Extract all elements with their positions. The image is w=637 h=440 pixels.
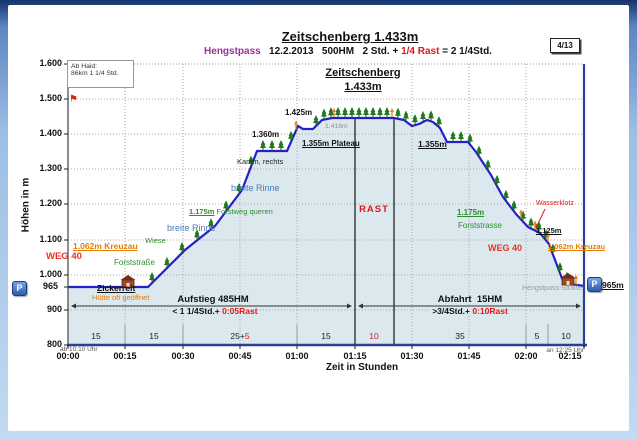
x-tick-label-0: 00:00 [56, 351, 80, 361]
page-title: Zeitschenberg 1.433m [281, 29, 419, 44]
huette-label: Hütte oft geöffnet [92, 293, 150, 302]
parking-icon-right: P [587, 277, 602, 292]
p1416-label: 1.416m [325, 123, 348, 130]
segment-4: 15 [321, 331, 331, 341]
y-tick-label-5: 1.100 [39, 234, 62, 244]
page-number-badge: 4/13 [550, 38, 580, 53]
segment-6: 35 [455, 331, 465, 341]
p1425-label: 1.425m [285, 108, 313, 117]
segment-2: 15 [149, 331, 159, 341]
segment-3: 25+5 [230, 331, 250, 341]
hengstpass-strasse-label: Hengstpass-Straße [522, 285, 583, 292]
forststrasse-right-label: Forststrasse [458, 221, 503, 230]
forststrasse-left-label: Forststraße [114, 258, 155, 267]
p1175-right-label: 1.175m [457, 208, 485, 217]
aufstieg-sub-label: < 1 1/4Std.+ 0:05Rast [170, 306, 260, 317]
weg40-right-label: WEG 40 [488, 243, 523, 253]
inplot-peak-name: Zeitschenberg [325, 67, 401, 79]
red-flag-icon: ⚑ [69, 94, 78, 105]
parking-icon-left: P [12, 281, 27, 296]
segment-5: 10 [369, 331, 379, 341]
segment-8: 10 [561, 331, 571, 341]
y-axis-title: Höhen in m [20, 177, 32, 233]
breite-rinne-upper-label: breite Rinne [231, 183, 280, 193]
x-tick-label-9: 02:15 [558, 351, 582, 361]
kamm-rechts-label: Kamm, rechts [237, 157, 284, 166]
weg40-left-label: WEG 40 [46, 251, 82, 262]
p1355-right-label: 1.355m [418, 139, 447, 149]
rast-label: RAST [359, 204, 389, 215]
subtitle-part-1: 12.2.2013 500HM 2 Std. + [260, 46, 402, 57]
y-tick-label-6: 1.000 [39, 269, 62, 279]
segment-1: 15 [91, 331, 101, 341]
zickerreit-label: Zickerreit [97, 283, 136, 293]
p1125-label: 1.125m [536, 226, 562, 235]
wiese-label: Wiese [145, 236, 166, 245]
y-965-label: 965 [42, 281, 58, 291]
abfahrt-label: Abfahrt 15HM [437, 294, 503, 305]
x-tick-label-7: 01:45 [457, 351, 481, 361]
y-tick-label-2: 1.400 [39, 128, 62, 138]
x-tick-label-5: 01:15 [343, 351, 367, 361]
breite-rinne-lower-label: breite Rinne [167, 223, 216, 233]
y-tick-label-8: 800 [46, 339, 62, 349]
p1360-label: 1.360m [252, 130, 280, 139]
inplot-peak-elev: 1.433m [344, 81, 382, 93]
y-tick-label-0: 1.600 [39, 58, 62, 68]
ab-haid-note: Ab Haid: 86km 1 1/4 Std. [67, 60, 134, 88]
segment-7: 5 [534, 331, 540, 341]
y-tick-label-3: 1.300 [39, 163, 62, 173]
x-tick-label-4: 01:00 [285, 351, 309, 361]
depart-time-label: ab 10:10 Uhr [60, 346, 98, 353]
y-tick-label-1: 1.500 [39, 93, 62, 103]
x-tick-label-3: 00:45 [228, 351, 252, 361]
y-tick-label-7: 900 [46, 304, 62, 314]
x-tick-label-8: 02:00 [514, 351, 538, 361]
y-tick-label-4: 1.200 [39, 198, 62, 208]
abfahrt-sub-label: >3/4Std.+ 0:10Rast [430, 306, 510, 317]
aufstieg-label: Aufstieg 485HM [177, 294, 249, 305]
subtitle-part-3: = 2 1/4Std. [439, 46, 492, 57]
x-tick-label-1: 00:15 [113, 351, 137, 361]
x-tick-label-6: 01:30 [400, 351, 424, 361]
x-axis-title: Zeit in Stunden [325, 362, 399, 373]
kreuzau-right-label: 1.062m Kreuzau [548, 242, 606, 251]
x-tick-label-2: 00:30 [171, 351, 195, 361]
arrive-time-label: an 12:25 Uhr [546, 347, 584, 354]
plateau-label: 1.355m Plateau [302, 139, 360, 148]
p965-right-label: 965m [602, 280, 624, 290]
subtitle-part-2: 1/4 Rast [401, 46, 440, 57]
wasserklotz-label: Wasserklotz [536, 200, 574, 207]
page-subtitle: Hengstpass 12.2.2013 500HM 2 Std. + 1/4 … [204, 46, 492, 57]
subtitle-part-0: Hengstpass [204, 46, 261, 57]
kreuzau-left-label: 1.062m Kreuzau [73, 241, 138, 251]
forstweg-queren-label: 1.175m Forstweg queren [189, 207, 273, 216]
